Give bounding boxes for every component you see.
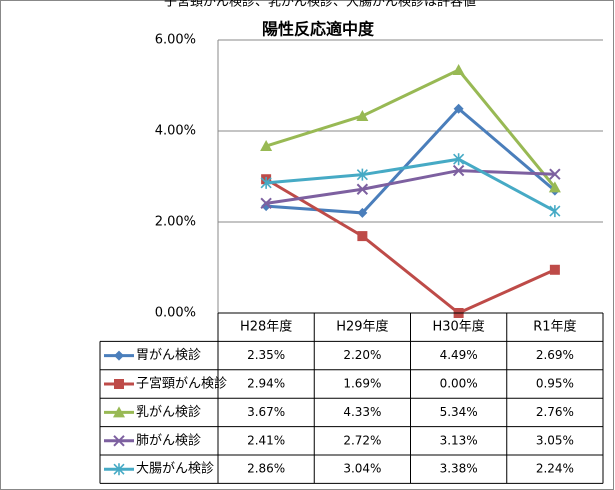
legend-label: 乳がん検診 [136, 404, 201, 420]
point [549, 264, 560, 275]
table-value: 2.24% [536, 462, 574, 476]
series-line [265, 169, 555, 205]
point [452, 164, 465, 177]
table-value: 3.13% [440, 433, 478, 447]
series-line [266, 106, 556, 215]
table-value: 2.35% [247, 348, 285, 362]
point [453, 153, 465, 166]
x-tick-label: H30年度 [432, 319, 484, 335]
legend-marker [114, 350, 124, 361]
table-value: 2.86% [247, 462, 285, 476]
table-value: 3.05% [536, 433, 574, 447]
point [260, 140, 273, 152]
point [356, 183, 369, 195]
legend-label: 子宮頸がん検診 [136, 376, 227, 392]
table-value: 2.20% [343, 348, 381, 362]
series-line [265, 177, 556, 315]
y-tick-label: 4.00% [155, 124, 196, 139]
table-value: 3.67% [247, 405, 285, 419]
table-value: 2.72% [343, 433, 381, 447]
legend-label: 胃がん検診 [136, 347, 201, 363]
legend-marker [114, 379, 124, 389]
x-tick-label: R1年度 [533, 319, 576, 335]
point [260, 176, 272, 189]
point [356, 109, 369, 121]
series-line [265, 68, 557, 189]
legend-label: 肺がん検診 [136, 432, 201, 448]
point [452, 64, 465, 76]
point [356, 168, 368, 181]
table-value: 0.00% [440, 377, 478, 391]
legend-marker [113, 435, 125, 447]
caption: 子宮頸がん検診、乳がん検診、大腸がん検診は許容値 [164, 0, 476, 10]
x-tick-label: H29年度 [336, 319, 388, 335]
table-value: 5.34% [440, 405, 478, 419]
table-value: 2.69% [536, 348, 574, 362]
chart-title: 陽性反応適中度 [262, 20, 375, 39]
table-value: 2.76% [536, 405, 574, 419]
table-value: 3.04% [343, 462, 381, 476]
point [357, 207, 368, 218]
y-tick-label: 0.00% [155, 306, 196, 321]
legend-marker [113, 463, 125, 476]
point [357, 231, 368, 242]
legend-marker [113, 406, 125, 418]
y-tick-label: 6.00% [155, 33, 196, 48]
table-value: 2.94% [247, 377, 285, 391]
y-tick-label: 2.00% [155, 215, 196, 230]
point [548, 181, 561, 193]
point [549, 205, 561, 218]
point [453, 103, 464, 114]
point [549, 168, 561, 180]
table-value: 4.33% [343, 405, 381, 419]
table-value: 2.41% [247, 433, 285, 447]
legend-label: 大腸がん検診 [136, 461, 214, 477]
series-line [265, 157, 556, 213]
table-value: 3.38% [440, 462, 478, 476]
point [260, 197, 272, 210]
table-value: 4.49% [440, 348, 478, 362]
table-value: 1.69% [343, 377, 381, 391]
x-tick-label: H28年度 [240, 319, 292, 335]
table-value: 0.95% [536, 377, 574, 391]
